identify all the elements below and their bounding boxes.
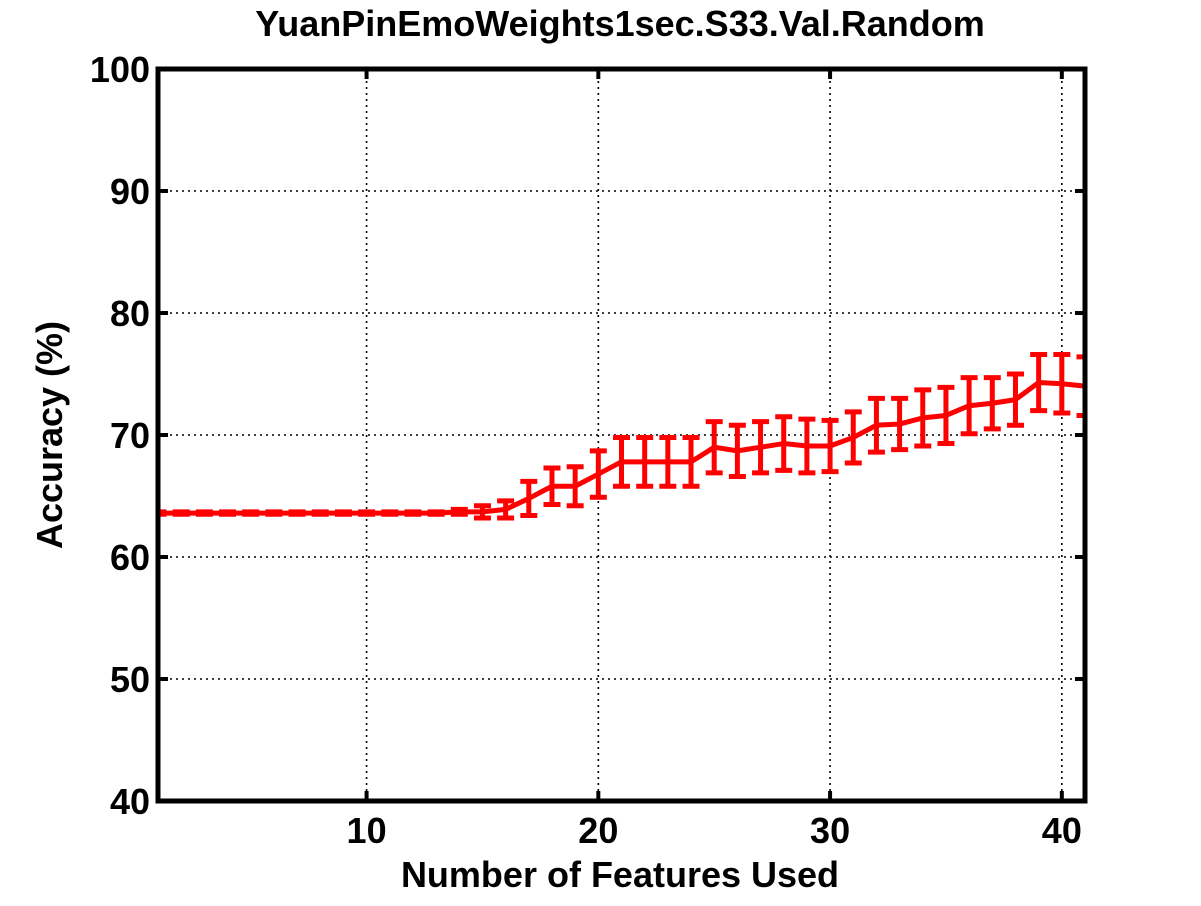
error-bar — [1030, 351, 1048, 414]
error-bar — [821, 417, 839, 475]
y-tick-label: 80 — [110, 293, 150, 334]
error-bar — [983, 375, 1001, 432]
tick-layer: 10 20 30 40 40 50 60 70 80 90 100 — [90, 49, 1085, 851]
x-tick-label: 10 — [347, 810, 387, 851]
error-bar — [589, 448, 607, 500]
error-bar — [891, 395, 909, 453]
error-bar — [242, 509, 260, 517]
error-bar — [520, 478, 538, 519]
y-tick-label: 50 — [110, 659, 150, 700]
error-bar — [543, 465, 561, 508]
x-tick-label: 20 — [578, 810, 618, 851]
error-bar — [844, 409, 862, 466]
error-bar — [914, 387, 932, 449]
error-bar — [427, 509, 445, 517]
error-bar — [1006, 371, 1024, 428]
y-tick-label: 40 — [110, 781, 150, 822]
x-tick-label: 40 — [1042, 810, 1082, 851]
error-bar — [219, 509, 237, 517]
error-bar — [473, 503, 491, 521]
chart-title: YuanPinEmoWeights1sec.S33.Val.Random — [255, 3, 985, 44]
error-bar — [613, 434, 630, 489]
x-axis-label: Number of Features Used — [401, 854, 839, 895]
error-bar — [728, 422, 746, 479]
series-layer — [158, 351, 1085, 521]
series-group — [158, 351, 1085, 521]
y-tick-label: 70 — [110, 415, 150, 456]
error-bar — [659, 434, 677, 489]
error-bar — [265, 509, 283, 517]
error-bar — [158, 509, 167, 517]
error-bar — [705, 419, 723, 476]
error-bar — [1076, 354, 1085, 418]
error-bar — [775, 414, 793, 473]
error-bar — [752, 419, 770, 476]
error-bar — [334, 509, 352, 517]
y-tick-label: 100 — [90, 49, 150, 90]
error-bar — [566, 464, 584, 509]
error-bar — [682, 434, 700, 489]
y-tick-label: 90 — [110, 171, 150, 212]
error-bar — [867, 395, 885, 455]
error-bar — [172, 509, 190, 517]
error-bar — [798, 416, 816, 476]
error-bar — [311, 509, 329, 517]
y-tick-label: 60 — [110, 537, 150, 578]
error-bar — [195, 509, 213, 517]
error-bar — [497, 498, 515, 521]
error-bar — [381, 509, 399, 517]
error-bar — [450, 506, 468, 517]
error-bar — [358, 509, 376, 517]
error-bar — [288, 509, 306, 517]
error-bar — [1053, 351, 1071, 416]
y-axis-label: Accuracy (%) — [29, 321, 70, 549]
error-bar — [636, 434, 654, 489]
error-bar — [960, 375, 978, 437]
x-tick-label: 30 — [810, 810, 850, 851]
error-bar — [937, 384, 955, 447]
error-bar — [404, 509, 422, 517]
